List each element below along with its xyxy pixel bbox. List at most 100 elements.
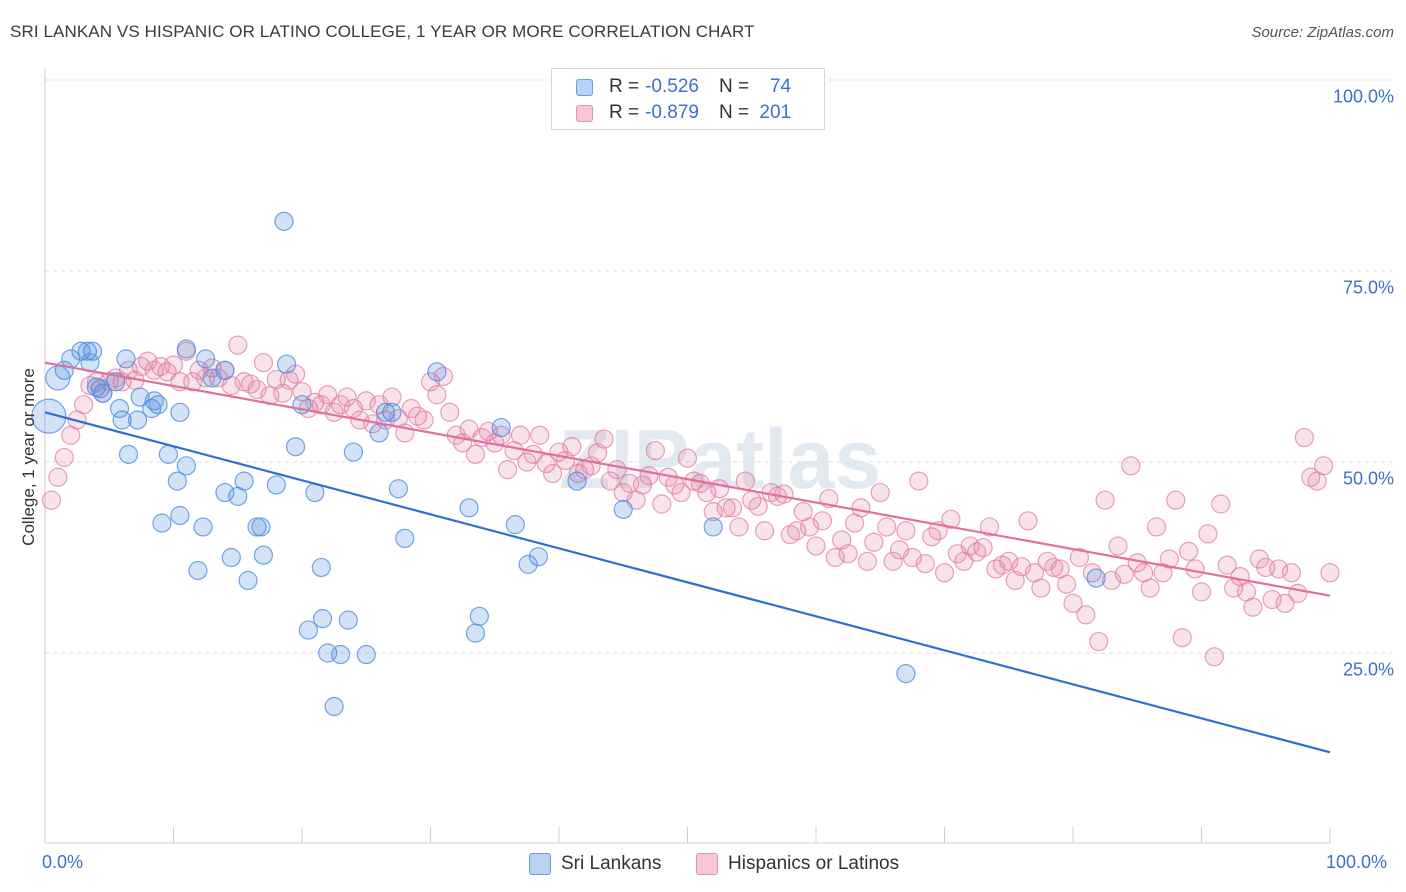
- n-label: N =: [718, 102, 750, 123]
- hispanic-point: [999, 551, 1019, 571]
- hispanic-point: [729, 517, 749, 537]
- n-label: N =: [718, 76, 750, 97]
- sri-lankans-trend-line: [44, 411, 1331, 754]
- sri-lankan-point: [170, 402, 190, 422]
- legend-swatch-pink: [696, 853, 718, 875]
- sri-lankan-point: [505, 515, 525, 535]
- hispanic-point: [118, 360, 139, 380]
- hispanic-point: [253, 353, 274, 373]
- y-tick-label: 25.0%: [1342, 659, 1394, 680]
- sri-lankan-point: [118, 444, 139, 464]
- sri-lankan-point: [31, 398, 67, 434]
- hispanic-point: [1076, 605, 1096, 625]
- hispanic-point: [1082, 563, 1102, 583]
- sri-lankan-point: [215, 482, 235, 503]
- axes: [44, 68, 1331, 844]
- legend-label: Hispanics or Latinos: [728, 853, 900, 874]
- sri-lankan-point: [234, 471, 254, 491]
- hispanic-point: [722, 498, 743, 518]
- sri-lankan-point: [388, 479, 408, 499]
- legend-swatch-blue: [576, 78, 593, 96]
- sri-lankan-point: [215, 360, 235, 380]
- hispanic-point: [825, 547, 845, 568]
- hispanic-point: [1108, 536, 1128, 556]
- hispanic-point: [330, 395, 351, 415]
- series-sri-lankans-points: [31, 211, 1106, 717]
- hispanic-point: [401, 398, 421, 419]
- sri-lankan-point: [251, 517, 271, 537]
- hispanic-point: [607, 460, 627, 480]
- sri-lankan-point: [116, 349, 136, 369]
- sri-lankan-point: [311, 557, 331, 578]
- sri-lankan-point: [176, 339, 196, 359]
- hispanic-point: [1217, 555, 1237, 575]
- hispanic-point: [645, 440, 665, 461]
- sri-lankan-point: [253, 545, 274, 565]
- y-tick-label: 50.0%: [1342, 468, 1394, 489]
- hispanic-point: [414, 410, 434, 430]
- hispanic-point: [241, 374, 261, 394]
- hispanic-point: [1198, 524, 1218, 544]
- sri-lankan-point: [152, 513, 172, 533]
- y-axis-label: College, 1 year or more: [19, 368, 38, 546]
- hispanic-point: [877, 517, 897, 537]
- hispanic-point: [1211, 494, 1231, 514]
- sri-lankan-point: [193, 517, 213, 537]
- hispanic-point: [1268, 559, 1289, 579]
- hispanic-point: [703, 502, 723, 522]
- sri-lankan-point: [109, 398, 130, 419]
- hispanic-point: [73, 395, 94, 415]
- hispanic-point: [1018, 511, 1038, 531]
- hispanic-point: [530, 425, 550, 445]
- sri-lankan-point: [528, 547, 549, 567]
- hispanic-point: [716, 498, 736, 518]
- hispanic-point: [131, 356, 151, 377]
- sri-lankan-point: [382, 402, 402, 422]
- correlation-legend: R = -0.526 N = 74 R = -0.879 N = 201: [551, 68, 825, 130]
- hispanic-point: [870, 482, 890, 503]
- hispanic-point: [896, 521, 916, 541]
- trend-lines: [44, 361, 1331, 754]
- hispanic-point: [1204, 647, 1224, 667]
- hispanic-point: [787, 521, 807, 541]
- x-tick-label-left: 0.0%: [42, 852, 84, 872]
- hispanic-point: [1121, 456, 1141, 476]
- hispanic-point: [542, 463, 563, 484]
- hispanic-point: [883, 551, 903, 571]
- sri-lankan-point: [176, 456, 196, 476]
- hispanic-point: [1288, 583, 1308, 604]
- sri-lankan-point: [127, 410, 148, 430]
- sri-lankan-point: [144, 391, 164, 411]
- hispanic-point: [1243, 597, 1263, 617]
- hispanic-point: [1313, 456, 1334, 476]
- sri-lankan-point: [238, 570, 258, 591]
- hispanic-point: [163, 355, 184, 375]
- hispanic-point: [498, 460, 518, 480]
- r-value: -0.526: [645, 76, 699, 97]
- sri-lankan-point: [82, 341, 103, 361]
- r-value: -0.879: [645, 102, 699, 123]
- sri-lankan-point: [221, 547, 241, 568]
- hispanic-point: [491, 425, 511, 445]
- hispanic-point: [1044, 557, 1064, 578]
- sri-lankan-point: [148, 395, 168, 415]
- sri-lankan-point: [395, 528, 415, 549]
- r-label: R =: [609, 102, 640, 123]
- sri-lankan-point: [343, 442, 363, 462]
- hispanic-point: [337, 387, 357, 407]
- hispanic-point: [934, 563, 955, 583]
- n-value: 201: [759, 102, 792, 123]
- hispanic-point: [806, 536, 826, 556]
- hispanic-point: [1320, 563, 1340, 583]
- hispanic-point: [1172, 628, 1192, 648]
- hispanic-point: [1191, 582, 1212, 602]
- sri-lankan-point: [330, 644, 351, 665]
- sri-lankan-point: [312, 609, 333, 629]
- sri-lankan-point: [459, 498, 479, 518]
- legend-swatch-blue: [529, 853, 551, 875]
- source-label: Source: ZipAtlas.com: [1251, 24, 1394, 41]
- hispanic-point: [183, 372, 203, 392]
- legend-row-sri-lankans: R = -0.526 N = 74: [576, 75, 791, 99]
- sri-lankan-point: [93, 383, 113, 403]
